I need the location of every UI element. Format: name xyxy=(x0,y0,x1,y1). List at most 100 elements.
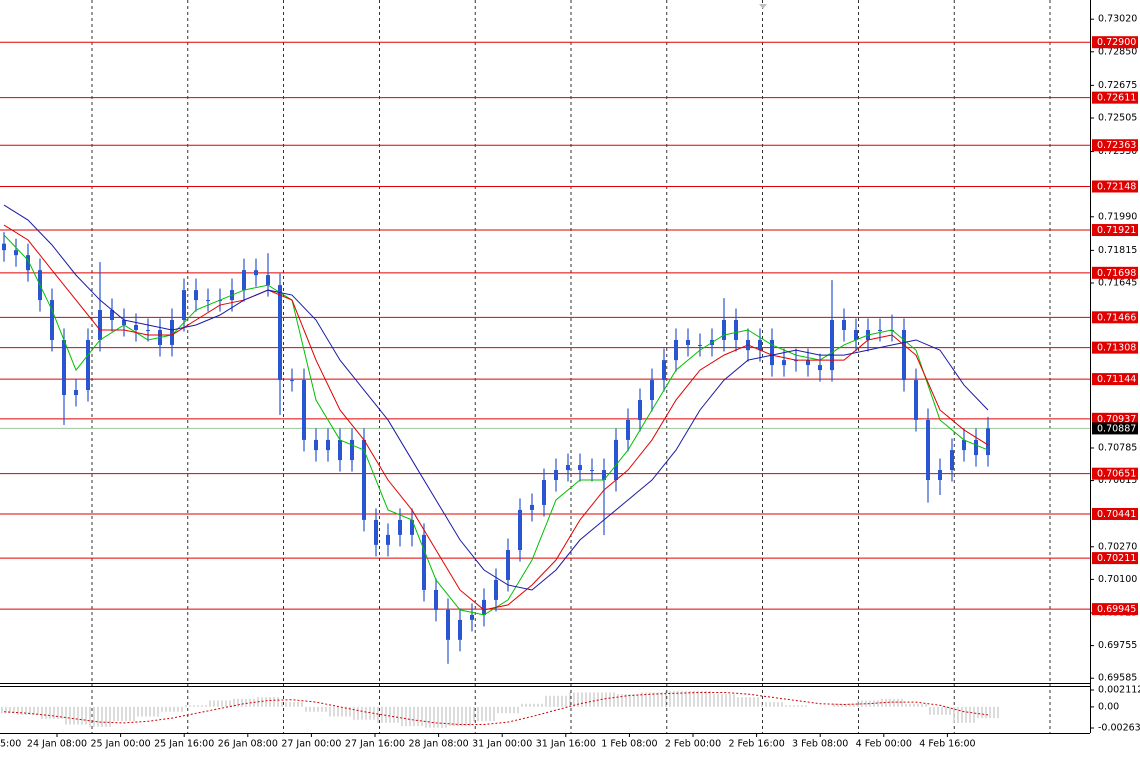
level-label-box xyxy=(1092,180,1138,193)
candle-body xyxy=(110,310,114,321)
level-label: 0.70441 xyxy=(1097,509,1136,520)
candle-body xyxy=(194,290,198,301)
candle-body xyxy=(338,439,342,461)
candle-body xyxy=(698,344,702,346)
candle-body xyxy=(86,339,90,391)
candle-body xyxy=(902,329,906,381)
candle-body xyxy=(134,325,138,330)
candle-body xyxy=(350,439,354,461)
candle-body xyxy=(578,465,582,471)
x-tick-label: 1 Feb 08:00 xyxy=(601,739,657,750)
candle-body xyxy=(530,504,534,510)
candle-body xyxy=(278,285,282,381)
plot xyxy=(0,41,1090,728)
current-price-box xyxy=(1092,422,1138,435)
candle-body xyxy=(914,380,918,420)
level-label: 0.70937 xyxy=(1097,414,1136,425)
candle-body xyxy=(554,470,558,481)
candle-body xyxy=(242,270,246,291)
x-tick-label: 26 Jan 08:00 xyxy=(218,739,278,750)
candle-body xyxy=(962,439,966,451)
candle-body xyxy=(170,320,174,345)
candle-body xyxy=(326,439,330,451)
level-label-box xyxy=(1092,311,1138,324)
candle-body xyxy=(2,243,6,251)
level-label: 0.70651 xyxy=(1097,469,1136,480)
y-tick-label: 0.70785 xyxy=(1098,442,1137,453)
candle-body xyxy=(482,599,486,615)
candle-body xyxy=(146,329,150,331)
candle-body xyxy=(254,270,258,276)
candle-body xyxy=(494,579,498,600)
level-label: 0.69945 xyxy=(1097,604,1136,615)
level-label: 0.72363 xyxy=(1097,140,1136,151)
level-label: 0.71921 xyxy=(1097,225,1136,236)
candle-body xyxy=(938,470,942,481)
y-tick-label: 0.70615 xyxy=(1098,475,1137,486)
shift-marker xyxy=(759,4,767,9)
candle-body xyxy=(782,360,786,366)
candle-body xyxy=(842,320,846,330)
level-label-box xyxy=(1092,91,1138,104)
candle-body xyxy=(590,470,594,472)
x-tick-label: 3 Feb 08:00 xyxy=(792,739,848,750)
moving-average xyxy=(3,224,989,611)
x-tick-label: 28 Jan 08:00 xyxy=(409,739,469,750)
candle-body xyxy=(62,339,66,396)
candle-body xyxy=(398,519,402,535)
level-label: 0.71698 xyxy=(1097,268,1136,279)
level-label: 0.72900 xyxy=(1097,37,1136,48)
x-tick-label: 25 Jan 16:00 xyxy=(154,739,214,750)
level-label: 0.72148 xyxy=(1097,181,1136,192)
candle-body xyxy=(638,400,642,420)
candle-body xyxy=(662,360,666,381)
level-label-box xyxy=(1092,266,1138,279)
candle-body xyxy=(182,290,186,321)
candle-body xyxy=(374,519,378,545)
axes: 0.73020 0.72850 0.72675 0.72505 0.72330 0.719… xyxy=(0,14,1140,750)
level-label-box xyxy=(1092,224,1138,237)
candle-body xyxy=(290,380,294,382)
candle-body xyxy=(458,619,462,640)
y-tick-label: 0.71815 xyxy=(1098,245,1137,256)
candle-body xyxy=(650,380,654,401)
level-label: 0.71144 xyxy=(1097,374,1136,385)
level-label-box xyxy=(1092,603,1138,616)
y-tick-label: 0.72850 xyxy=(1098,46,1137,57)
x-tick-label: 27 Jan 00:00 xyxy=(281,739,341,750)
level-label: 0.71308 xyxy=(1097,343,1136,354)
y-tick-label: 0.71990 xyxy=(1098,211,1137,222)
candle-body xyxy=(50,300,54,340)
level-label-box xyxy=(1092,507,1138,520)
x-tick-label: 2 Feb 16:00 xyxy=(728,739,784,750)
level-label-box xyxy=(1092,36,1138,49)
candle-body xyxy=(686,339,690,345)
candle-body xyxy=(98,310,102,340)
candle-body xyxy=(950,450,954,471)
x-tick-label: 4 Feb 00:00 xyxy=(856,739,912,750)
candle-body xyxy=(830,320,834,371)
y-tick-label: 0.72330 xyxy=(1098,146,1137,157)
candle-body xyxy=(386,534,390,545)
y-tick-label: 0.69755 xyxy=(1098,640,1137,651)
candle-body xyxy=(566,465,570,471)
candle-body xyxy=(854,329,858,340)
candle-body xyxy=(446,609,450,640)
moving-average xyxy=(3,204,989,591)
osc-tick-label: 0.002112 xyxy=(1098,684,1140,695)
candle-body xyxy=(722,320,726,340)
candle-body xyxy=(806,360,810,366)
candle-body xyxy=(470,614,474,620)
candle-body xyxy=(878,329,882,331)
y-tick-label: 0.72675 xyxy=(1098,80,1137,91)
candle-body xyxy=(626,419,630,440)
x-tick-label: 24 Jan 08:00 xyxy=(27,739,87,750)
candle-body xyxy=(206,300,210,302)
candle-body xyxy=(362,439,366,520)
x-tick-label: 27 Jan 16:00 xyxy=(345,739,405,750)
candle-body xyxy=(974,439,978,456)
level-label-box xyxy=(1092,412,1138,425)
candle-body xyxy=(818,365,822,371)
candle-body xyxy=(122,320,126,326)
